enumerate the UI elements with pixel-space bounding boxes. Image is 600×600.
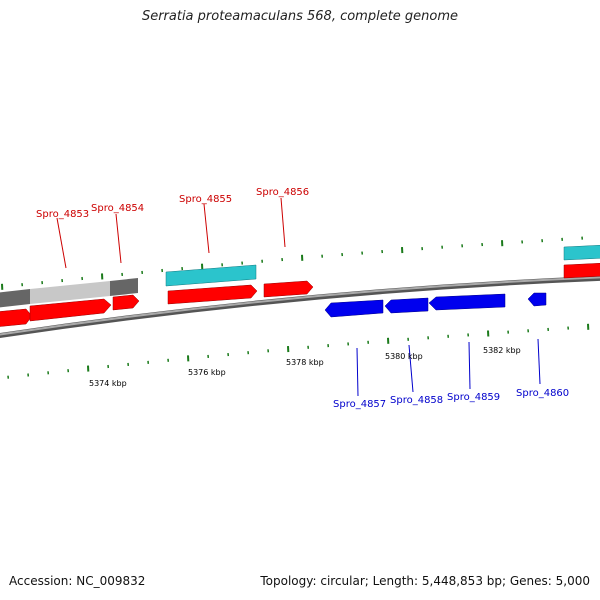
scale-label: 5380 kbp	[385, 352, 423, 361]
gene-arrow-forward[interactable]	[167, 284, 258, 305]
gene-label-spro-4856[interactable]: Spro_4856	[256, 187, 309, 198]
gene-label-spro-4859[interactable]: Spro_4859	[447, 392, 500, 403]
gene-label-spro-4858[interactable]: Spro_4858	[390, 395, 443, 406]
reverse-labels: Spro_4857 Spro_4858 Spro_4859 Spro_4860	[333, 338, 569, 410]
gene-label-spro-4854[interactable]: Spro_4854	[91, 203, 144, 214]
scale-label: 5376 kbp	[188, 368, 226, 377]
rna-feature[interactable]	[165, 264, 257, 287]
reverse-gene-track	[324, 292, 547, 318]
contig-strip	[0, 278, 138, 308]
gene-label-spro-4857[interactable]: Spro_4857	[333, 399, 386, 410]
genome-summary-text: Topology: circular; Length: 5,448,853 bp…	[260, 574, 590, 588]
tick-row-reverse	[7, 323, 590, 379]
scale-label: 5378 kbp	[286, 358, 324, 367]
gene-arrow-forward[interactable]	[263, 280, 314, 298]
genome-backbone-highlight	[0, 276, 600, 336]
gene-arrow-forward[interactable]	[0, 308, 33, 327]
accession-text: Accession: NC_009832	[9, 574, 146, 588]
map-title: Serratia proteamaculans 568, complete ge…	[141, 9, 459, 24]
rna-feature[interactable]	[563, 244, 600, 261]
gene-arrow-forward[interactable]	[112, 294, 140, 311]
gene-label-spro-4855[interactable]: Spro_4855	[179, 194, 232, 205]
gene-label-spro-4860[interactable]: Spro_4860	[516, 388, 569, 399]
gene-arrow-reverse[interactable]	[384, 297, 429, 314]
gene-arrow-forward[interactable]	[29, 298, 112, 322]
forward-gene-track	[0, 262, 600, 327]
gene-arrow-reverse[interactable]	[428, 293, 506, 311]
gene-arrow-reverse[interactable]	[324, 299, 384, 318]
scale-labels: 5374 kbp 5376 kbp 5378 kbp 5380 kbp 5382…	[89, 346, 521, 388]
genome-backbone	[0, 275, 600, 339]
rna-track	[165, 244, 600, 287]
gene-label-spro-4853[interactable]: Spro_4853	[36, 209, 89, 220]
gene-arrow-forward[interactable]	[563, 262, 600, 279]
scale-label: 5374 kbp	[89, 379, 127, 388]
forward-labels: Spro_4853 Spro_4854 Spro_4855 Spro_4856	[36, 187, 309, 269]
scale-label: 5382 kbp	[483, 346, 521, 355]
gene-arrow-reverse[interactable]	[527, 292, 547, 307]
tick-row-forward	[1, 236, 584, 290]
